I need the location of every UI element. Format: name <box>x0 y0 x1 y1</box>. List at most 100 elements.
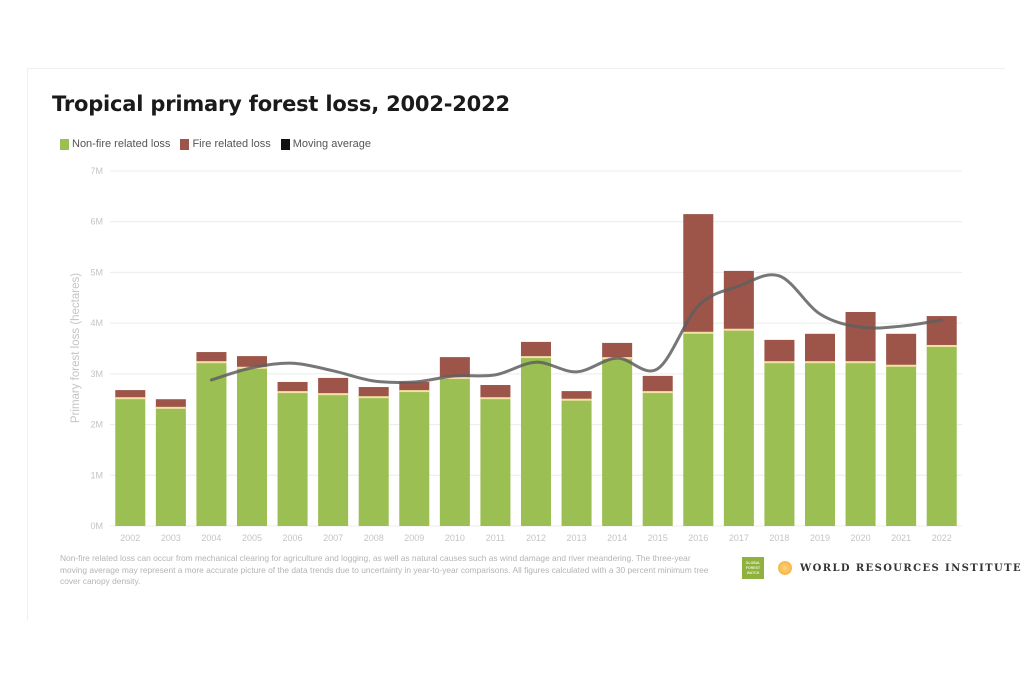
x-tick-label: 2002 <box>120 533 140 543</box>
bar-separator <box>845 361 876 364</box>
legend-item-moving-average[interactable]: Moving average <box>280 138 371 150</box>
bar-fire-2012[interactable] <box>520 341 552 358</box>
y-axis-label: Primary forest loss (hectares) <box>70 273 82 423</box>
x-tick-label: 2005 <box>242 533 262 543</box>
y-tick-label: 1M <box>90 470 103 480</box>
bar-non-fire-2005[interactable] <box>236 367 268 526</box>
bar-non-fire-2009[interactable] <box>399 391 430 526</box>
y-tick-label: 0M <box>90 521 103 531</box>
bar-non-fire-2002[interactable] <box>115 398 146 526</box>
bar-separator <box>642 391 673 394</box>
bar-non-fire-2004[interactable] <box>196 362 227 526</box>
bar-separator <box>115 397 146 400</box>
x-tick-label: 2007 <box>323 533 343 543</box>
y-tick-label: 3M <box>90 369 103 379</box>
bar-non-fire-2014[interactable] <box>602 358 633 526</box>
bars <box>115 214 957 526</box>
x-tick-label: 2012 <box>526 533 546 543</box>
bar-fire-2020[interactable] <box>845 311 876 363</box>
bar-non-fire-2015[interactable] <box>642 392 673 526</box>
x-tick-label: 2017 <box>729 533 749 543</box>
bar-non-fire-2017[interactable] <box>723 329 754 526</box>
bar-non-fire-2013[interactable] <box>561 399 592 526</box>
x-tick-label: 2021 <box>891 533 911 543</box>
bar-fire-2021[interactable] <box>886 333 917 366</box>
bar-separator <box>723 328 754 331</box>
legend-swatch-moving-average <box>280 138 290 150</box>
x-tick-label: 2011 <box>486 533 505 543</box>
legend-item-fire[interactable]: Fire related loss <box>180 138 271 150</box>
x-tick-label: 2022 <box>932 533 952 543</box>
bar-fire-2014[interactable] <box>602 342 633 359</box>
bar-fire-2013[interactable] <box>561 391 592 400</box>
wri-logo-text[interactable]: WORLD RESOURCES INSTITUTE <box>800 562 1023 574</box>
gfw-line: GLOBAL <box>745 560 761 565</box>
bar-fire-2016[interactable] <box>683 214 714 333</box>
bar-separator <box>155 406 186 409</box>
bar-separator <box>480 397 511 400</box>
bar-separator <box>277 391 308 394</box>
bar-fire-2003[interactable] <box>155 399 186 408</box>
bar-separator <box>683 331 714 334</box>
x-tick-label: 2006 <box>283 533 303 543</box>
legend-item-non-fire[interactable]: Non-fire related loss <box>60 138 170 150</box>
bar-non-fire-2022[interactable] <box>926 345 957 526</box>
bar-fire-2007[interactable] <box>318 377 349 395</box>
bar-fire-2008[interactable] <box>358 387 389 398</box>
bar-non-fire-2018[interactable] <box>764 362 795 526</box>
moving-average-line <box>209 273 944 385</box>
x-tick-label: 2004 <box>201 533 221 543</box>
bar-fire-2005[interactable] <box>236 356 268 368</box>
bar-non-fire-2006[interactable] <box>277 392 308 526</box>
bar-non-fire-2012[interactable] <box>520 357 552 526</box>
x-tick-label: 2016 <box>688 533 708 543</box>
bar-non-fire-2007[interactable] <box>318 394 349 526</box>
bar-separator <box>804 361 836 364</box>
y-tick-label: 2M <box>90 420 103 430</box>
bar-non-fire-2021[interactable] <box>886 365 917 526</box>
bar-fire-2019[interactable] <box>804 333 836 363</box>
x-tick-label: 2019 <box>810 533 830 543</box>
bar-non-fire-2020[interactable] <box>845 362 876 526</box>
bar-non-fire-2016[interactable] <box>683 332 714 526</box>
y-tick-label: 4M <box>90 318 103 328</box>
legend-label: Fire related loss <box>192 138 271 150</box>
bar-non-fire-2008[interactable] <box>358 397 389 526</box>
legend-label: Non-fire related loss <box>72 138 171 150</box>
x-tick-label: 2015 <box>648 533 668 543</box>
bar-fire-2006[interactable] <box>277 381 308 393</box>
bar-separator <box>439 376 470 379</box>
bar-fire-2018[interactable] <box>764 339 795 363</box>
legend-swatch-fire <box>180 138 190 150</box>
chart-card <box>27 68 1005 620</box>
bar-non-fire-2011[interactable] <box>480 398 511 526</box>
bar-non-fire-2010[interactable] <box>439 377 470 526</box>
bar-fire-2010[interactable] <box>439 357 470 378</box>
y-tick-label: 6M <box>90 217 103 227</box>
bar-fire-2015[interactable] <box>642 375 673 393</box>
bar-separator <box>196 361 227 364</box>
global-forest-watch-logo[interactable]: GLOBAL FOREST WATCH <box>742 557 764 579</box>
bar-non-fire-2019[interactable] <box>804 362 836 526</box>
bar-fire-2009[interactable] <box>399 381 430 392</box>
bar-fire-2004[interactable] <box>196 352 227 363</box>
bar-fire-2002[interactable] <box>115 390 146 399</box>
x-tick-label: 2018 <box>769 533 789 543</box>
footnote: Non-fire related loss can occur from mec… <box>60 553 709 586</box>
bar-separator <box>764 361 795 364</box>
legend: Non-fire related loss Fire related loss … <box>60 138 375 150</box>
bar-separator <box>886 364 917 367</box>
bar-separator <box>318 393 349 396</box>
wri-sun-icon <box>778 561 792 575</box>
bar-separator <box>399 390 430 393</box>
x-tick-label: 2013 <box>567 533 587 543</box>
x-tick-label: 2003 <box>161 533 181 543</box>
logos: GLOBAL FOREST WATCH WORLD RESOURCES INST… <box>742 557 1022 579</box>
bar-non-fire-2003[interactable] <box>155 407 186 526</box>
chart-title: Tropical primary forest loss, 2002-2022 <box>52 92 510 116</box>
legend-swatch-non-fire <box>60 138 69 150</box>
bar-fire-2011[interactable] <box>480 385 511 399</box>
x-tick-label: 2008 <box>364 533 384 543</box>
bar-separator <box>358 396 389 399</box>
bar-fire-2017[interactable] <box>723 270 754 330</box>
